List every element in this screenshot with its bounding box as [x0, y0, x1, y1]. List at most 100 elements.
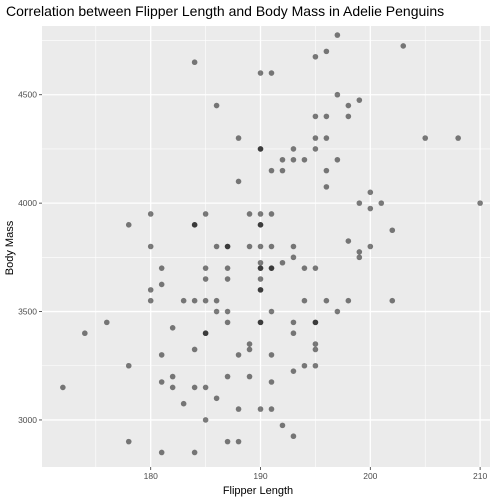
data-point: [103, 319, 110, 326]
data-point: [257, 222, 264, 228]
y-axis-ticks: 3000 3500 4000 4500: [18, 90, 42, 425]
data-point: [191, 346, 198, 353]
data-point: [323, 113, 330, 120]
data-point: [202, 265, 209, 271]
data-point: [268, 352, 275, 358]
data-point: [312, 319, 319, 326]
data-point: [323, 167, 330, 174]
data-point: [301, 156, 308, 163]
data-point: [334, 32, 341, 38]
data-point: [257, 276, 264, 282]
data-point: [169, 325, 176, 331]
data-point: [279, 167, 286, 174]
data-point: [477, 200, 483, 206]
data-point: [356, 200, 363, 206]
data-point: [213, 102, 220, 109]
data-point: [334, 91, 341, 98]
data-point: [202, 384, 209, 391]
y-tick-label: 4500: [18, 90, 37, 100]
data-point: [268, 265, 275, 271]
data-point: [345, 297, 352, 304]
data-point: [301, 265, 308, 271]
x-tick-label: 210: [473, 471, 487, 481]
data-point: [323, 184, 330, 190]
data-point: [224, 319, 231, 326]
data-point: [257, 243, 264, 250]
data-point: [224, 265, 231, 271]
data-point: [334, 156, 341, 163]
x-tick-label: 190: [253, 471, 267, 481]
data-point: [224, 373, 231, 380]
data-point: [169, 373, 176, 380]
data-point: [60, 384, 66, 391]
data-point: [246, 211, 253, 217]
data-point: [224, 243, 231, 250]
data-point: [202, 297, 209, 304]
data-point: [312, 135, 319, 141]
plot-panel: [42, 26, 490, 467]
data-point: [367, 189, 374, 196]
data-point: [455, 135, 461, 141]
data-point: [323, 135, 330, 141]
x-tick-label: 200: [363, 471, 377, 481]
data-point: [246, 346, 253, 353]
data-point: [312, 362, 319, 369]
data-point: [158, 379, 165, 385]
data-point: [147, 287, 154, 293]
x-tick-label: 180: [144, 471, 158, 481]
data-point: [367, 205, 374, 212]
data-point: [301, 297, 308, 304]
data-point: [202, 276, 209, 282]
data-point: [268, 70, 275, 76]
data-point: [312, 346, 319, 353]
data-point: [389, 227, 396, 234]
data-point: [312, 53, 319, 60]
data-point: [213, 308, 220, 315]
data-point: [290, 156, 297, 163]
data-point: [125, 222, 132, 228]
y-tick-label: 3500: [18, 307, 37, 317]
data-point: [290, 243, 297, 250]
data-point: [345, 113, 352, 120]
data-point: [213, 297, 220, 304]
data-point: [268, 308, 275, 315]
data-point: [235, 352, 242, 358]
data-point: [158, 352, 165, 358]
data-point: [257, 319, 264, 326]
data-point: [356, 249, 363, 255]
data-point: [290, 368, 297, 374]
data-point: [279, 156, 286, 163]
data-point: [257, 287, 264, 293]
data-point: [224, 308, 231, 315]
data-point: [213, 395, 220, 402]
data-point: [279, 259, 286, 266]
data-point: [345, 102, 352, 109]
x-axis-ticks: 180 190 200 210: [144, 467, 487, 481]
data-point: [356, 97, 363, 103]
data-point: [257, 146, 264, 152]
data-point: [378, 200, 385, 206]
minor-gridlines: [42, 26, 490, 467]
data-point: [345, 238, 352, 244]
data-point: [125, 362, 132, 369]
data-point: [191, 297, 198, 304]
data-point: [213, 243, 220, 250]
data-point: [147, 297, 154, 304]
data-point: [158, 281, 165, 288]
data-point: [158, 449, 165, 456]
data-point: [290, 433, 297, 440]
data-point: [312, 265, 319, 271]
data-point: [224, 276, 231, 282]
y-tick-label: 3000: [18, 415, 37, 425]
data-point: [235, 406, 242, 412]
chart-title: Correlation between Flipper Length and B…: [6, 3, 444, 19]
data-point: [191, 384, 198, 391]
data-point: [235, 178, 242, 185]
data-point: [147, 243, 154, 250]
data-point: [257, 406, 264, 412]
data-point: [257, 259, 264, 266]
data-point: [334, 308, 341, 315]
data-point: [268, 243, 275, 250]
data-point: [82, 330, 88, 337]
